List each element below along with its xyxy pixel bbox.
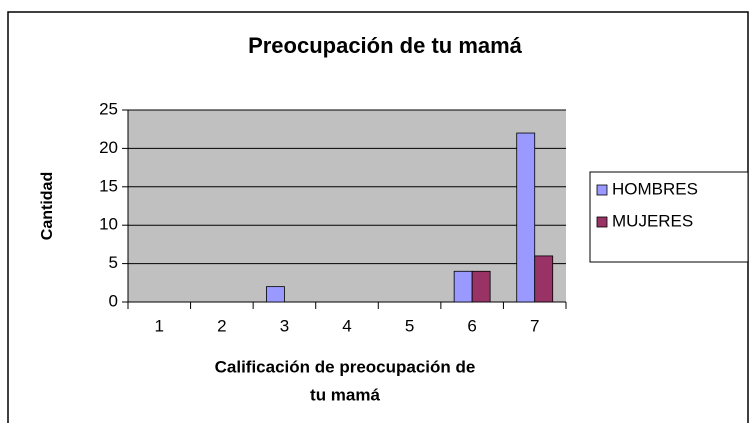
x-axis-label: tu mamá [310,385,380,404]
bar [453,270,473,303]
bar [471,270,491,303]
x-tick-label: 5 [405,316,414,335]
x-tick-label: 7 [530,316,539,335]
x-axis-label: Calificación de preocupación de [215,357,476,376]
y-tick-label: 25 [99,99,118,118]
legend-label: MUJERES [612,211,693,230]
x-tick-label: 3 [280,316,289,335]
bar [266,286,285,303]
bar [516,132,536,303]
plot-area [128,110,566,302]
x-tick-label: 6 [467,316,476,335]
y-tick-label: 20 [99,138,118,157]
x-tick-label: 1 [155,316,164,335]
y-axis-label: Cantidad [39,172,56,240]
x-tick-label: 2 [217,316,226,335]
chart-title: Preocupación de tu mamá [248,33,523,58]
bar [534,255,554,303]
legend-swatch [596,216,608,228]
y-tick-label: 5 [109,253,118,272]
y-tick-label: 15 [99,176,118,195]
y-tick-label: 0 [109,291,118,310]
legend-label: HOMBRES [612,179,698,198]
legend-box [589,171,749,263]
x-tick-label: 4 [342,316,351,335]
y-tick-label: 10 [99,215,118,234]
legend-swatch [596,184,608,196]
